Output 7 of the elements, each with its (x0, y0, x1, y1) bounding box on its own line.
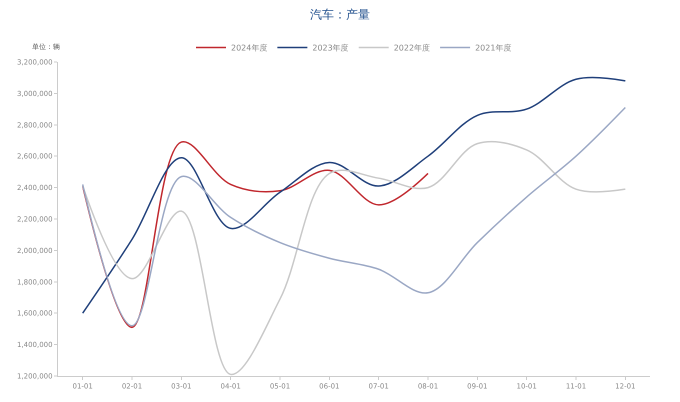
line-series (82, 141, 429, 328)
legend-label: 2023年度 (312, 44, 349, 53)
legend-label: 2022年度 (394, 44, 430, 53)
line-series (82, 106, 626, 327)
legend-label: 2024年度 (231, 44, 268, 53)
chart-title: 汽车：产量 (310, 7, 370, 22)
legend-label: 2021年度 (475, 44, 512, 53)
